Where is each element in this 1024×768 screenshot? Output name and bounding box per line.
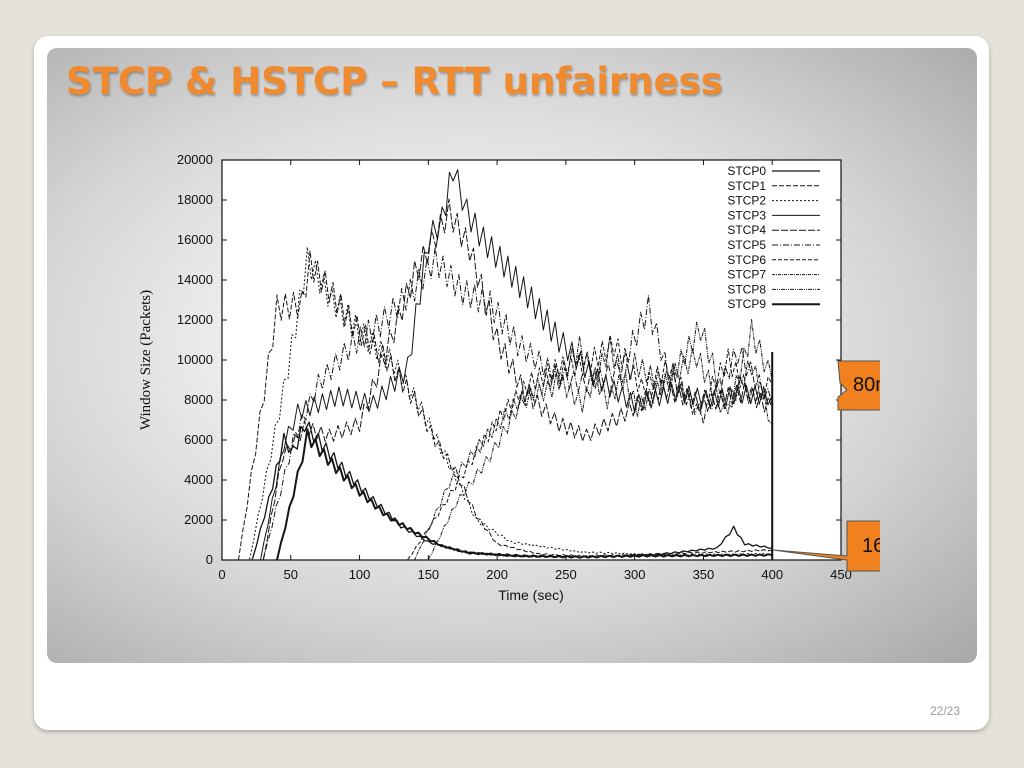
legend-label: STCP4 xyxy=(727,223,766,237)
slide-title: STCP & HSTCP – RTT unfairness xyxy=(66,60,723,103)
page-number: 22/23 xyxy=(930,704,961,718)
legend-label: STCP5 xyxy=(727,238,766,252)
series-line-stcp8 xyxy=(427,319,773,560)
y-tick-label: 0 xyxy=(206,552,213,567)
x-tick-label: 450 xyxy=(830,567,852,582)
callout-160ms: 160ms xyxy=(772,520,880,572)
x-tick-label: 300 xyxy=(624,567,646,582)
legend-item-stcp1: STCP1 xyxy=(727,179,820,193)
legend-label: STCP2 xyxy=(727,194,766,208)
x-tick-label: 200 xyxy=(486,567,508,582)
y-tick-label: 20000 xyxy=(177,152,213,167)
legend-item-stcp6: STCP6 xyxy=(727,253,820,267)
x-tick-label: 0 xyxy=(218,567,225,582)
y-axis-title: Window Size (Packets) xyxy=(138,290,154,430)
y-tick-label: 8000 xyxy=(184,392,213,407)
y-tick-label: 18000 xyxy=(177,192,213,207)
legend-label: STCP3 xyxy=(727,208,766,222)
legend-label: STCP1 xyxy=(727,179,766,193)
legend: STCP0STCP1STCP2STCP3STCP4STCP5STCP6STCP7… xyxy=(708,164,836,311)
legend-item-stcp4: STCP4 xyxy=(727,223,820,237)
y-tick-label: 2000 xyxy=(184,512,213,527)
x-tick-label: 400 xyxy=(761,567,783,582)
legend-item-stcp8: STCP8 xyxy=(727,282,820,296)
x-tick-label: 100 xyxy=(349,567,371,582)
y-tick-label: 4000 xyxy=(184,472,213,487)
legend-item-stcp5: STCP5 xyxy=(727,238,820,252)
y-tick-label: 10000 xyxy=(177,352,213,367)
x-tick-label: 150 xyxy=(417,567,439,582)
callout-80ms-label: 80ms xyxy=(853,374,880,396)
legend-label: STCP8 xyxy=(727,282,766,296)
legend-label: STCP6 xyxy=(727,253,766,267)
tick-layer: 0 50 100 150 200 250 300 350 400 450 0 2000 4000 6000… xyxy=(177,152,852,582)
y-tick-label: 12000 xyxy=(177,312,213,327)
legend-item-stcp0: STCP0 xyxy=(727,164,820,178)
chart-svg: 0 50 100 150 200 250 300 350 400 450 0 2000 4000 6000… xyxy=(138,152,880,603)
series-line-stcp2 xyxy=(249,246,773,560)
series-line-stcp3 xyxy=(260,169,773,561)
legend-item-stcp7: STCP7 xyxy=(727,268,820,282)
window-size-chart: 0 50 100 150 200 250 300 350 400 450 0 2000 4000 6000… xyxy=(120,140,880,620)
series-line-stcp1 xyxy=(238,250,773,561)
callout-160ms-label: 160ms xyxy=(862,535,880,557)
series-line-stcp9 xyxy=(276,428,773,561)
x-axis-title: Time (sec) xyxy=(498,587,564,603)
legend-label: STCP7 xyxy=(727,268,766,282)
y-tick-label: 14000 xyxy=(177,272,213,287)
callout-80ms-shape xyxy=(837,360,880,411)
legend-item-stcp9: STCP9 xyxy=(727,297,820,311)
series-line-stcp6 xyxy=(407,334,773,560)
series-line-stcp4 xyxy=(262,198,773,560)
legend-item-stcp3: STCP3 xyxy=(727,208,820,222)
x-tick-label: 50 xyxy=(284,567,298,582)
legend-item-stcp2: STCP2 xyxy=(727,194,820,208)
callout-160ms-shape xyxy=(772,520,880,572)
y-tick-label: 6000 xyxy=(184,432,213,447)
y-tick-label: 16000 xyxy=(177,232,213,247)
series-layer xyxy=(238,169,773,561)
callout-80ms: 80ms xyxy=(837,360,880,411)
legend-box xyxy=(708,165,836,311)
legend-label: STCP0 xyxy=(727,164,766,178)
legend-label: STCP9 xyxy=(727,297,766,311)
x-tick-label: 250 xyxy=(555,567,577,582)
x-tick-label: 350 xyxy=(693,567,715,582)
series-line-stcp5 xyxy=(262,246,773,561)
